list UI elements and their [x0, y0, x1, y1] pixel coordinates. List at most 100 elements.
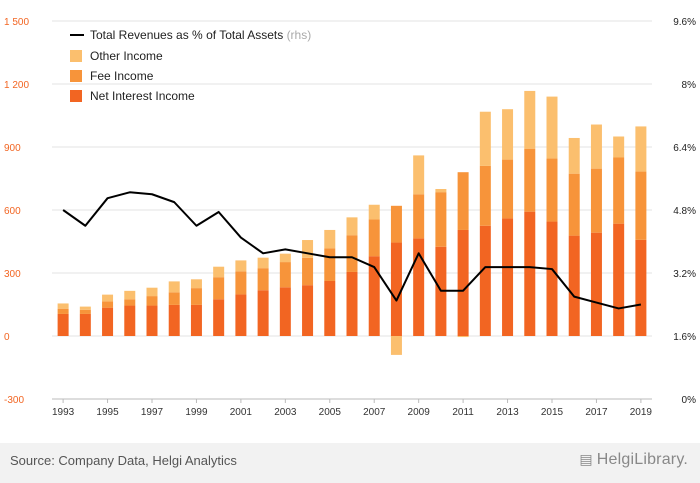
bar-other-income — [79, 306, 91, 310]
bar-other-income — [213, 266, 225, 278]
bar-net-interest-income — [324, 280, 336, 336]
x-tick-label: 2003 — [274, 407, 297, 418]
bar-net-interest-income — [568, 235, 580, 336]
bar-net-interest-income — [390, 242, 402, 336]
source-note: Source: Company Data, Helgi Analytics — [10, 453, 237, 468]
bar-fee-income — [613, 157, 625, 224]
bar-other-income — [546, 96, 558, 159]
bar-other-income — [457, 336, 469, 338]
chart: -300 0 300 600 900 1 200 1 500 0% 1.6% 3.2% 4.8% 6.… — [4, 17, 697, 418]
bar-other-income — [413, 155, 425, 195]
bar-net-interest-income — [213, 299, 225, 336]
bar-net-interest-income — [302, 285, 314, 336]
bar-other-income — [502, 109, 514, 160]
bar-other-income — [635, 126, 647, 172]
y-left-tick-label: 300 — [4, 269, 21, 280]
bar-fee-income — [635, 171, 647, 240]
bar-net-interest-income — [413, 238, 425, 336]
bar-net-interest-income — [79, 313, 91, 336]
bar-other-income — [346, 217, 358, 236]
bar-other-income — [124, 290, 136, 300]
x-tick-label: 2005 — [319, 407, 342, 418]
bar-other-income — [235, 260, 247, 272]
bar-fee-income — [146, 296, 158, 306]
bar-net-interest-income — [168, 304, 180, 336]
logo-text: HelgiLibrary. — [596, 451, 688, 468]
x-tick-label: 1993 — [52, 407, 75, 418]
legend: Total Revenues as % of Total Assets (rhs… — [70, 28, 311, 103]
bar-net-interest-income — [235, 294, 247, 336]
y-left-tick-label: 0 — [4, 332, 10, 343]
legend-label: Fee Income — [90, 69, 154, 83]
y-right-tick-label: 9.6% — [673, 17, 696, 28]
bar-fee-income — [435, 192, 447, 247]
y-right-tick-label: 3.2% — [673, 269, 696, 280]
bar-fee-income — [124, 299, 136, 306]
legend-swatch — [70, 70, 82, 82]
bar-other-income — [190, 279, 202, 289]
bar-other-income — [102, 294, 114, 302]
bar-fee-income — [524, 148, 536, 212]
legend-label: Total Revenues as % of Total Assets (rhs… — [90, 28, 311, 42]
bar-fee-income — [57, 308, 69, 314]
bar-other-income — [568, 137, 580, 174]
x-tick-label: 2013 — [496, 407, 519, 418]
bar-fee-income — [590, 168, 602, 233]
x-tick-label: 1995 — [96, 407, 119, 418]
bar-other-income — [390, 336, 402, 355]
bar-fee-income — [190, 288, 202, 305]
legend-swatch — [70, 90, 82, 102]
y-right-tick-label: 0% — [682, 395, 697, 406]
bar-net-interest-income — [502, 218, 514, 336]
bar-other-income — [257, 257, 269, 269]
x-tick-label: 2001 — [230, 407, 253, 418]
bar-net-interest-income — [479, 225, 491, 336]
library-icon: ▤ — [579, 451, 593, 467]
y-left-tick-label: 1 500 — [4, 17, 29, 28]
x-tick-label: 2015 — [541, 407, 564, 418]
y-left-tick-label: -300 — [4, 395, 24, 406]
legend-label: Other Income — [90, 49, 163, 63]
bar-net-interest-income — [257, 290, 269, 336]
helgi-logo: ▤ HelgiLibrary. — [579, 451, 688, 469]
bar-other-income — [302, 240, 314, 258]
bar-net-interest-income — [590, 232, 602, 336]
x-tick-label: 1999 — [185, 407, 208, 418]
legend-label: Net Interest Income — [90, 89, 195, 103]
bar-net-interest-income — [190, 304, 202, 336]
x-tick-label: 2011 — [452, 407, 474, 418]
bar-fee-income — [302, 257, 314, 286]
bar-net-interest-income — [524, 211, 536, 336]
bar-fee-income — [213, 277, 225, 300]
legend-swatch — [70, 50, 82, 62]
bar-net-interest-income — [57, 313, 69, 336]
bar-fee-income — [457, 172, 469, 230]
bar-fee-income — [235, 271, 247, 295]
bar-net-interest-income — [635, 239, 647, 336]
y-right-tick-label: 1.6% — [673, 332, 696, 343]
bar-fee-income — [368, 219, 380, 257]
bar-net-interest-income — [346, 271, 358, 336]
bar-net-interest-income — [124, 305, 136, 336]
bar-fee-income — [568, 173, 580, 236]
bar-fee-income — [257, 268, 269, 291]
bar-net-interest-income — [279, 287, 291, 336]
x-tick-label: 2007 — [363, 407, 386, 418]
y-right-tick-label: 6.4% — [673, 143, 696, 154]
y-right-tick-label: 8% — [682, 80, 697, 91]
bar-net-interest-income — [613, 223, 625, 336]
bar-other-income — [590, 124, 602, 169]
bar-other-income — [435, 189, 447, 193]
bar-fee-income — [502, 159, 514, 219]
bar-other-income — [368, 204, 380, 220]
bar-fee-income — [102, 301, 114, 308]
bar-fee-income — [79, 309, 91, 314]
bar-net-interest-income — [546, 221, 558, 336]
y-left-tick-label: 600 — [4, 206, 21, 217]
bar-fee-income — [546, 158, 558, 222]
bar-other-income — [146, 287, 158, 297]
x-tick-label: 2017 — [585, 407, 608, 418]
y-left-tick-label: 900 — [4, 143, 21, 154]
bar-fee-income — [479, 165, 491, 226]
x-tick-label: 1997 — [141, 407, 164, 418]
